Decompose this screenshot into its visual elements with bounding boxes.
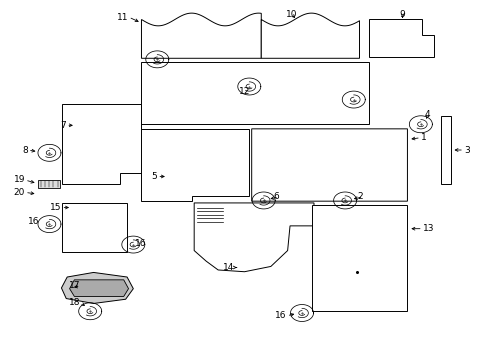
Text: 2: 2 bbox=[357, 193, 363, 202]
Polygon shape bbox=[141, 62, 368, 123]
Text: 7: 7 bbox=[61, 121, 66, 130]
Polygon shape bbox=[311, 205, 407, 311]
Polygon shape bbox=[61, 273, 133, 303]
Text: 12: 12 bbox=[238, 87, 250, 96]
Text: 16: 16 bbox=[275, 311, 286, 320]
Text: 20: 20 bbox=[14, 188, 25, 197]
Text: 11: 11 bbox=[117, 13, 128, 22]
Polygon shape bbox=[39, 180, 60, 188]
Text: 10: 10 bbox=[285, 10, 297, 19]
Text: 5: 5 bbox=[151, 172, 157, 181]
Text: 1: 1 bbox=[420, 133, 426, 142]
Polygon shape bbox=[62, 203, 127, 252]
Polygon shape bbox=[141, 129, 249, 201]
Text: 19: 19 bbox=[14, 175, 25, 184]
Text: 18: 18 bbox=[69, 298, 81, 307]
Polygon shape bbox=[141, 13, 261, 58]
Polygon shape bbox=[62, 104, 141, 184]
Polygon shape bbox=[440, 117, 449, 184]
Text: 14: 14 bbox=[222, 263, 233, 272]
Text: 16: 16 bbox=[135, 239, 146, 248]
Text: 16: 16 bbox=[28, 217, 40, 226]
Text: 3: 3 bbox=[463, 145, 469, 154]
Polygon shape bbox=[368, 19, 433, 57]
PathPatch shape bbox=[251, 129, 407, 201]
Text: 17: 17 bbox=[69, 281, 81, 290]
Text: 8: 8 bbox=[22, 145, 28, 154]
Text: 15: 15 bbox=[50, 203, 61, 212]
Polygon shape bbox=[261, 13, 359, 58]
Polygon shape bbox=[194, 203, 313, 272]
Text: 13: 13 bbox=[422, 224, 433, 233]
Text: 9: 9 bbox=[399, 10, 405, 19]
Text: 4: 4 bbox=[424, 110, 429, 119]
Text: 6: 6 bbox=[273, 193, 279, 202]
Polygon shape bbox=[69, 280, 128, 296]
